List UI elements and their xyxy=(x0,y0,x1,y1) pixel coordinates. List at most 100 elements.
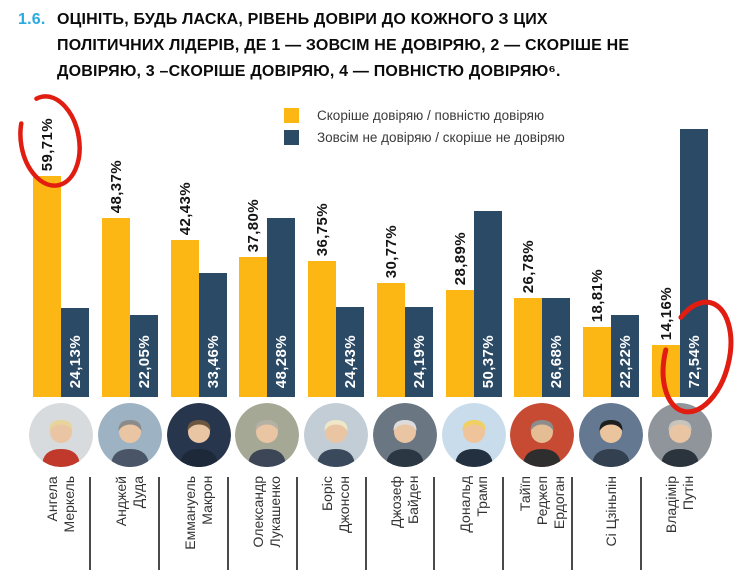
bar-label-trust-merkel: 59,71% xyxy=(33,0,61,171)
bar-label-trust-lukashenko: 37,80% xyxy=(239,0,267,252)
bar-label-trust-text: 48,37% xyxy=(107,159,125,213)
bar-trust-johnson xyxy=(308,261,336,397)
bar-label-distrust-biden: 24,19% xyxy=(405,307,433,388)
legend-item-trust: Скоріше довіряю / повністю довіряю xyxy=(284,104,565,126)
column-divider xyxy=(571,477,573,570)
legend-label-trust: Скоріше довіряю / повністю довіряю xyxy=(317,107,545,123)
bar-trust-putin xyxy=(652,345,680,397)
bar-distrust-lukashenko xyxy=(267,218,295,397)
photo-lukashenko xyxy=(235,403,299,467)
bar-label-distrust-text: 24,19% xyxy=(410,334,428,388)
bar-label-distrust-text: 72,54% xyxy=(685,334,703,388)
leader-name-text: Владімір Путін xyxy=(663,476,696,534)
bar-label-trust-putin: 14,16% xyxy=(652,0,680,340)
photo-duda xyxy=(98,403,162,467)
bar-label-distrust-text: 48,28% xyxy=(272,334,290,388)
bar-trust-lukashenko xyxy=(239,257,267,397)
photo-putin xyxy=(648,403,712,467)
photo-xi xyxy=(579,403,643,467)
question-line-3: ДОВІРЯЮ, 3 –СКОРІШЕ ДОВІРЯЮ, 4 — ПОВНІСТ… xyxy=(57,63,561,80)
leader-name-johnson: Боріс Джонсон xyxy=(302,476,370,572)
leader-name-lukashenko: Олександр Лукашенко xyxy=(233,476,301,572)
bar-distrust-biden xyxy=(405,307,433,397)
bar-label-distrust-duda: 22,05% xyxy=(130,315,158,388)
bar-label-trust-text: 18,81% xyxy=(588,268,606,322)
leader-name-duda: Анджей Дуда xyxy=(96,476,164,572)
bar-distrust-xi xyxy=(611,315,639,397)
leader-name-trump: Дональд Трамп xyxy=(440,476,508,572)
chart-legend: Скоріше довіряю / повністю довіряю Зовсі… xyxy=(284,104,565,148)
leader-name-putin: Владімір Путін xyxy=(646,476,714,572)
column-divider xyxy=(365,477,367,570)
legend-swatch-trust-icon xyxy=(284,107,299,123)
leader-name-text: Тайїп Реджеп Ердоган xyxy=(516,476,567,530)
leader-name-biden: Джозеф Байден xyxy=(371,476,439,572)
leader-name-text: Дональд Трамп xyxy=(457,476,490,533)
bar-distrust-erdogan xyxy=(542,298,570,397)
bar-label-distrust-text: 33,46% xyxy=(204,334,222,388)
bar-label-distrust-macron: 33,46% xyxy=(199,273,227,388)
leader-portrait-icon xyxy=(235,403,299,467)
leader-portrait-icon xyxy=(98,403,162,467)
bar-trust-trump xyxy=(446,290,474,397)
leader-name-text: Джозеф Байден xyxy=(388,476,421,529)
bar-trust-macron xyxy=(171,240,199,397)
photo-biden xyxy=(373,403,437,467)
column-divider xyxy=(158,477,160,570)
leader-portrait-icon xyxy=(648,403,712,467)
leader-name-macron: Еммануель Макрон xyxy=(165,476,233,572)
leader-name-text: Анджей Дуда xyxy=(113,476,146,527)
legend-swatch-distrust-icon xyxy=(284,129,299,145)
bar-trust-xi xyxy=(583,327,611,397)
bar-label-trust-text: 28,89% xyxy=(451,231,469,285)
bar-label-trust-macron: 42,43% xyxy=(171,0,199,235)
bar-label-distrust-text: 24,43% xyxy=(341,334,359,388)
bar-distrust-merkel xyxy=(61,308,89,397)
question-number: 1.6. xyxy=(18,11,46,28)
column-divider xyxy=(296,477,298,570)
bar-trust-merkel xyxy=(33,176,61,397)
column-divider xyxy=(433,477,435,570)
leader-portrait-icon xyxy=(29,403,93,467)
bar-label-trust-text: 37,80% xyxy=(244,198,262,252)
bar-label-trust-erdogan: 26,78% xyxy=(514,0,542,293)
bar-label-trust-text: 42,43% xyxy=(176,181,194,235)
bar-trust-duda xyxy=(102,218,130,397)
bar-distrust-macron xyxy=(199,273,227,397)
bar-label-distrust-text: 24,13% xyxy=(66,334,84,388)
bar-trust-biden xyxy=(377,283,405,397)
bar-label-distrust-text: 26,68% xyxy=(547,334,565,388)
legend-item-distrust: Зовсім не довіряю / скоріше не довіряю xyxy=(284,126,565,148)
leader-name-text: Боріс Джонсон xyxy=(319,476,352,534)
leader-name-text: Сі Цзіньпін xyxy=(602,476,619,547)
bar-label-distrust-lukashenko: 48,28% xyxy=(267,218,295,388)
leader-name-xi: Сі Цзіньпін xyxy=(577,476,645,572)
bar-label-trust-trump: 28,89% xyxy=(446,0,474,285)
leader-portrait-icon xyxy=(304,403,368,467)
bar-label-distrust-trump: 50,37% xyxy=(474,211,502,388)
bar-distrust-trump xyxy=(474,211,502,397)
bar-label-distrust-merkel: 24,13% xyxy=(61,308,89,388)
bar-label-distrust-xi: 22,22% xyxy=(611,315,639,388)
column-divider xyxy=(227,477,229,570)
leader-portrait-icon xyxy=(442,403,506,467)
bar-label-distrust-erdogan: 26,68% xyxy=(542,298,570,388)
bar-distrust-johnson xyxy=(336,307,364,397)
bar-label-distrust-johnson: 24,43% xyxy=(336,307,364,388)
photo-trump xyxy=(442,403,506,467)
question-line-1: ОЦІНІТЬ, БУДЬ ЛАСКА, РІВЕНЬ ДОВІРИ ДО КО… xyxy=(57,11,548,28)
leader-name-erdogan: Тайїп Реджеп Ердоган xyxy=(508,476,576,572)
bar-label-trust-johnson: 36,75% xyxy=(308,0,336,256)
leader-name-text: Еммануель Макрон xyxy=(182,476,215,550)
column-divider xyxy=(502,477,504,570)
bar-distrust-duda xyxy=(130,315,158,397)
bar-label-trust-text: 36,75% xyxy=(313,202,331,256)
bar-label-trust-text: 26,78% xyxy=(519,239,537,293)
leader-name-text: Олександр Лукашенко xyxy=(250,476,283,548)
photo-erdogan xyxy=(510,403,574,467)
bar-label-distrust-text: 22,22% xyxy=(616,334,634,388)
bar-label-distrust-text: 22,05% xyxy=(135,334,153,388)
leader-portrait-icon xyxy=(579,403,643,467)
photo-johnson xyxy=(304,403,368,467)
